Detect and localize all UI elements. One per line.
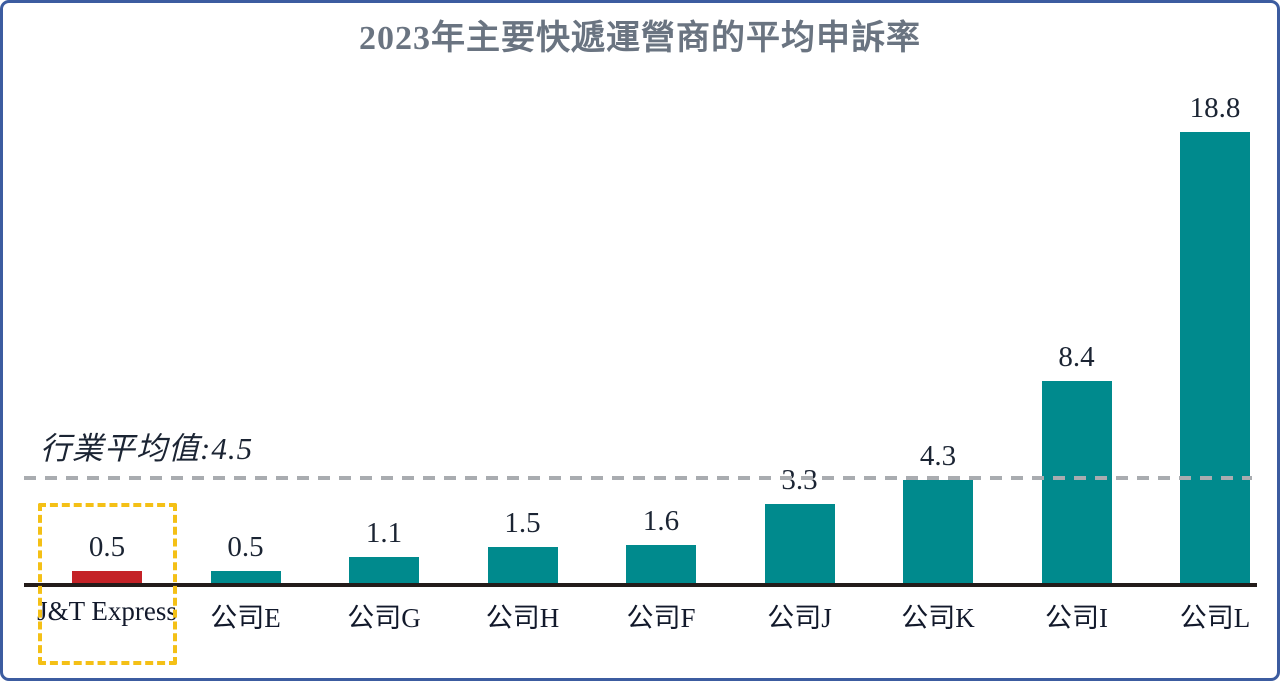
plot-area: 行業平均值:4.5 0.5 J&T Express 0.5 公司E 1.1 公司G 1.5 公… <box>3 3 1277 678</box>
bar <box>210 571 281 583</box>
chart-title: 2023年主要快遞運營商的平均申訴率 <box>359 20 921 57</box>
industry-average-dashed-line <box>24 476 1252 480</box>
bar-category-label: 公司I <box>1045 603 1108 633</box>
bar-value-label: 18.8 <box>1189 92 1241 124</box>
bar <box>903 480 973 583</box>
bar-category-label: 公司E <box>210 603 281 633</box>
bar-category-label: 公司H <box>485 603 560 633</box>
bar <box>349 557 419 583</box>
bar-category-label: 公司F <box>626 603 696 633</box>
bar <box>1041 381 1112 583</box>
bar-category-label: 公司J <box>767 603 832 633</box>
bar <box>1180 132 1250 583</box>
bar-value-label: 1.5 <box>504 507 541 539</box>
bar-value-label: 8.4 <box>1058 341 1095 373</box>
x-axis-line <box>24 583 1257 587</box>
bar <box>72 571 142 583</box>
bar <box>764 504 835 583</box>
bar-value-label: 3.3 <box>781 464 818 496</box>
bar-value-label: 0.5 <box>227 531 264 563</box>
jt-express-highlight-box <box>38 503 177 665</box>
bar-category-label: 公司K <box>901 603 975 633</box>
bar-value-label: 4.3 <box>919 440 957 472</box>
bar <box>626 545 696 583</box>
bar-value-label: 1.6 <box>642 505 680 537</box>
bar-category-label: 公司G <box>347 603 421 633</box>
bar-category-label: J&T Express <box>37 596 177 626</box>
bar-category-label: 公司L <box>1179 603 1251 633</box>
bar-value-label: 0.5 <box>88 531 126 563</box>
industry-average-label: 行業平均值:4.5 <box>40 431 254 466</box>
bar <box>487 547 558 583</box>
bar-value-label: 1.1 <box>365 517 403 549</box>
